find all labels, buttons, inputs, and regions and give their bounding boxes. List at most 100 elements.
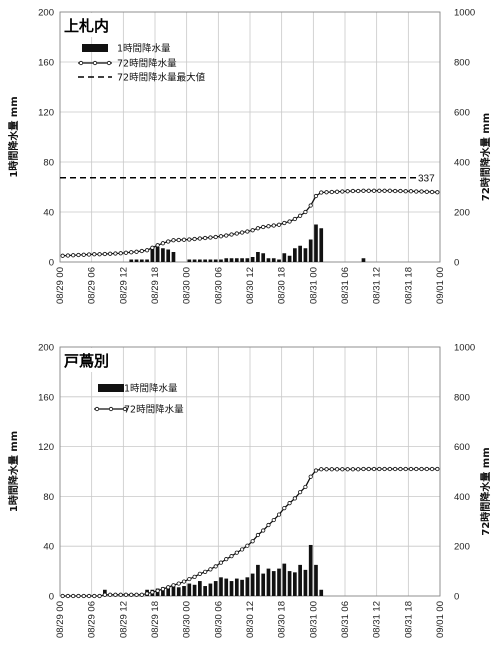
bar [229, 258, 234, 262]
x-tick-label: 08/30 06 [213, 601, 224, 638]
line-point [403, 466, 408, 472]
bar [182, 586, 186, 596]
line-point [313, 193, 319, 199]
line-point [134, 592, 139, 597]
line-point [176, 237, 181, 243]
line-point [192, 574, 197, 579]
line-point [377, 188, 382, 193]
x-tick-label: 08/29 06 [87, 267, 98, 304]
x-tick-label: 08/31 12 [372, 267, 383, 304]
line-point [71, 593, 76, 599]
bar [187, 583, 192, 596]
bar [266, 568, 271, 596]
line-point [361, 188, 366, 193]
y-tick-label: 120 [38, 108, 54, 119]
line-point [429, 466, 435, 472]
line-point [255, 532, 261, 538]
y2-tick-label: 0 [454, 592, 459, 603]
bar [277, 259, 281, 262]
line-point [239, 547, 245, 552]
legend-bar-swatch [82, 44, 108, 52]
x-tick-label: 08/29 18 [150, 601, 161, 638]
line-point [350, 467, 356, 472]
bar [161, 587, 165, 596]
bar [145, 259, 149, 262]
bar [298, 245, 302, 262]
x-tick-label: 08/30 12 [245, 601, 256, 638]
bar [171, 252, 176, 262]
bar-series [129, 224, 366, 262]
bar [261, 253, 266, 262]
line-point [366, 466, 371, 472]
chart-panel-0: 0 40 80 120 160 200 0 200 400 600 800 1000 08/29 00 0… [7, 8, 492, 304]
line-point [424, 466, 429, 472]
line-point [276, 222, 282, 227]
line-point [266, 224, 271, 229]
line-point [313, 468, 319, 473]
line-point [356, 467, 361, 472]
line-point [150, 245, 155, 250]
line-point [371, 466, 377, 472]
bar [219, 259, 223, 262]
line-point [282, 505, 287, 511]
legend-label: 72時間降水量最大値 [117, 72, 206, 84]
line-point [345, 189, 350, 194]
x-tick-label: 08/30 12 [245, 267, 256, 304]
line-point [187, 237, 192, 242]
y-tick-label: 40 [43, 208, 54, 219]
line-point [435, 190, 440, 195]
line-point [419, 466, 424, 472]
chart-title: 戸蔦別 [64, 352, 109, 370]
line-point [250, 228, 255, 233]
bar [203, 259, 207, 262]
line-point [76, 593, 81, 599]
line-point [408, 466, 414, 472]
line-point [382, 466, 387, 472]
line-point [208, 235, 213, 240]
bar [166, 249, 171, 262]
bar [192, 584, 197, 596]
line-point [393, 188, 398, 194]
x-tick-label: 08/30 18 [277, 267, 288, 304]
bar [256, 564, 260, 597]
y2-tick-label: 200 [454, 542, 470, 553]
bar [234, 258, 239, 262]
bar [282, 253, 287, 262]
line-point [319, 190, 324, 195]
bar [287, 571, 292, 596]
y-tick-label: 160 [38, 58, 54, 69]
line-point [356, 188, 361, 194]
legend: 1時間降水量 72時間降水量 [94, 383, 184, 416]
legend-label: 1時間降水量 [124, 383, 178, 395]
y2-tick-label: 0 [454, 258, 459, 269]
line-point [239, 230, 245, 235]
line-point [113, 592, 118, 597]
line-point [181, 579, 187, 584]
bar [134, 259, 139, 262]
line-point [171, 583, 176, 588]
line-point [255, 226, 261, 231]
bar [319, 589, 324, 596]
line-point [187, 576, 192, 582]
line-point [118, 251, 123, 256]
bar [129, 259, 134, 262]
line-point [60, 253, 65, 258]
bar [203, 586, 207, 596]
bar [261, 573, 266, 596]
line-point [97, 252, 102, 257]
bar [187, 259, 192, 262]
legend-line-marker [78, 60, 84, 66]
line-point [81, 252, 86, 257]
line-point [224, 557, 229, 562]
line-point [160, 586, 166, 592]
bar [161, 248, 165, 262]
line-point [308, 474, 313, 479]
line-point [276, 512, 282, 517]
bar [171, 586, 176, 596]
legend-label: 72時間降水量 [124, 404, 184, 416]
line-point [144, 248, 150, 253]
bar [298, 564, 302, 597]
legend: 1時間降水量 72時間降水量 72時間降水量最大値 [78, 43, 206, 84]
line-point [197, 571, 202, 576]
